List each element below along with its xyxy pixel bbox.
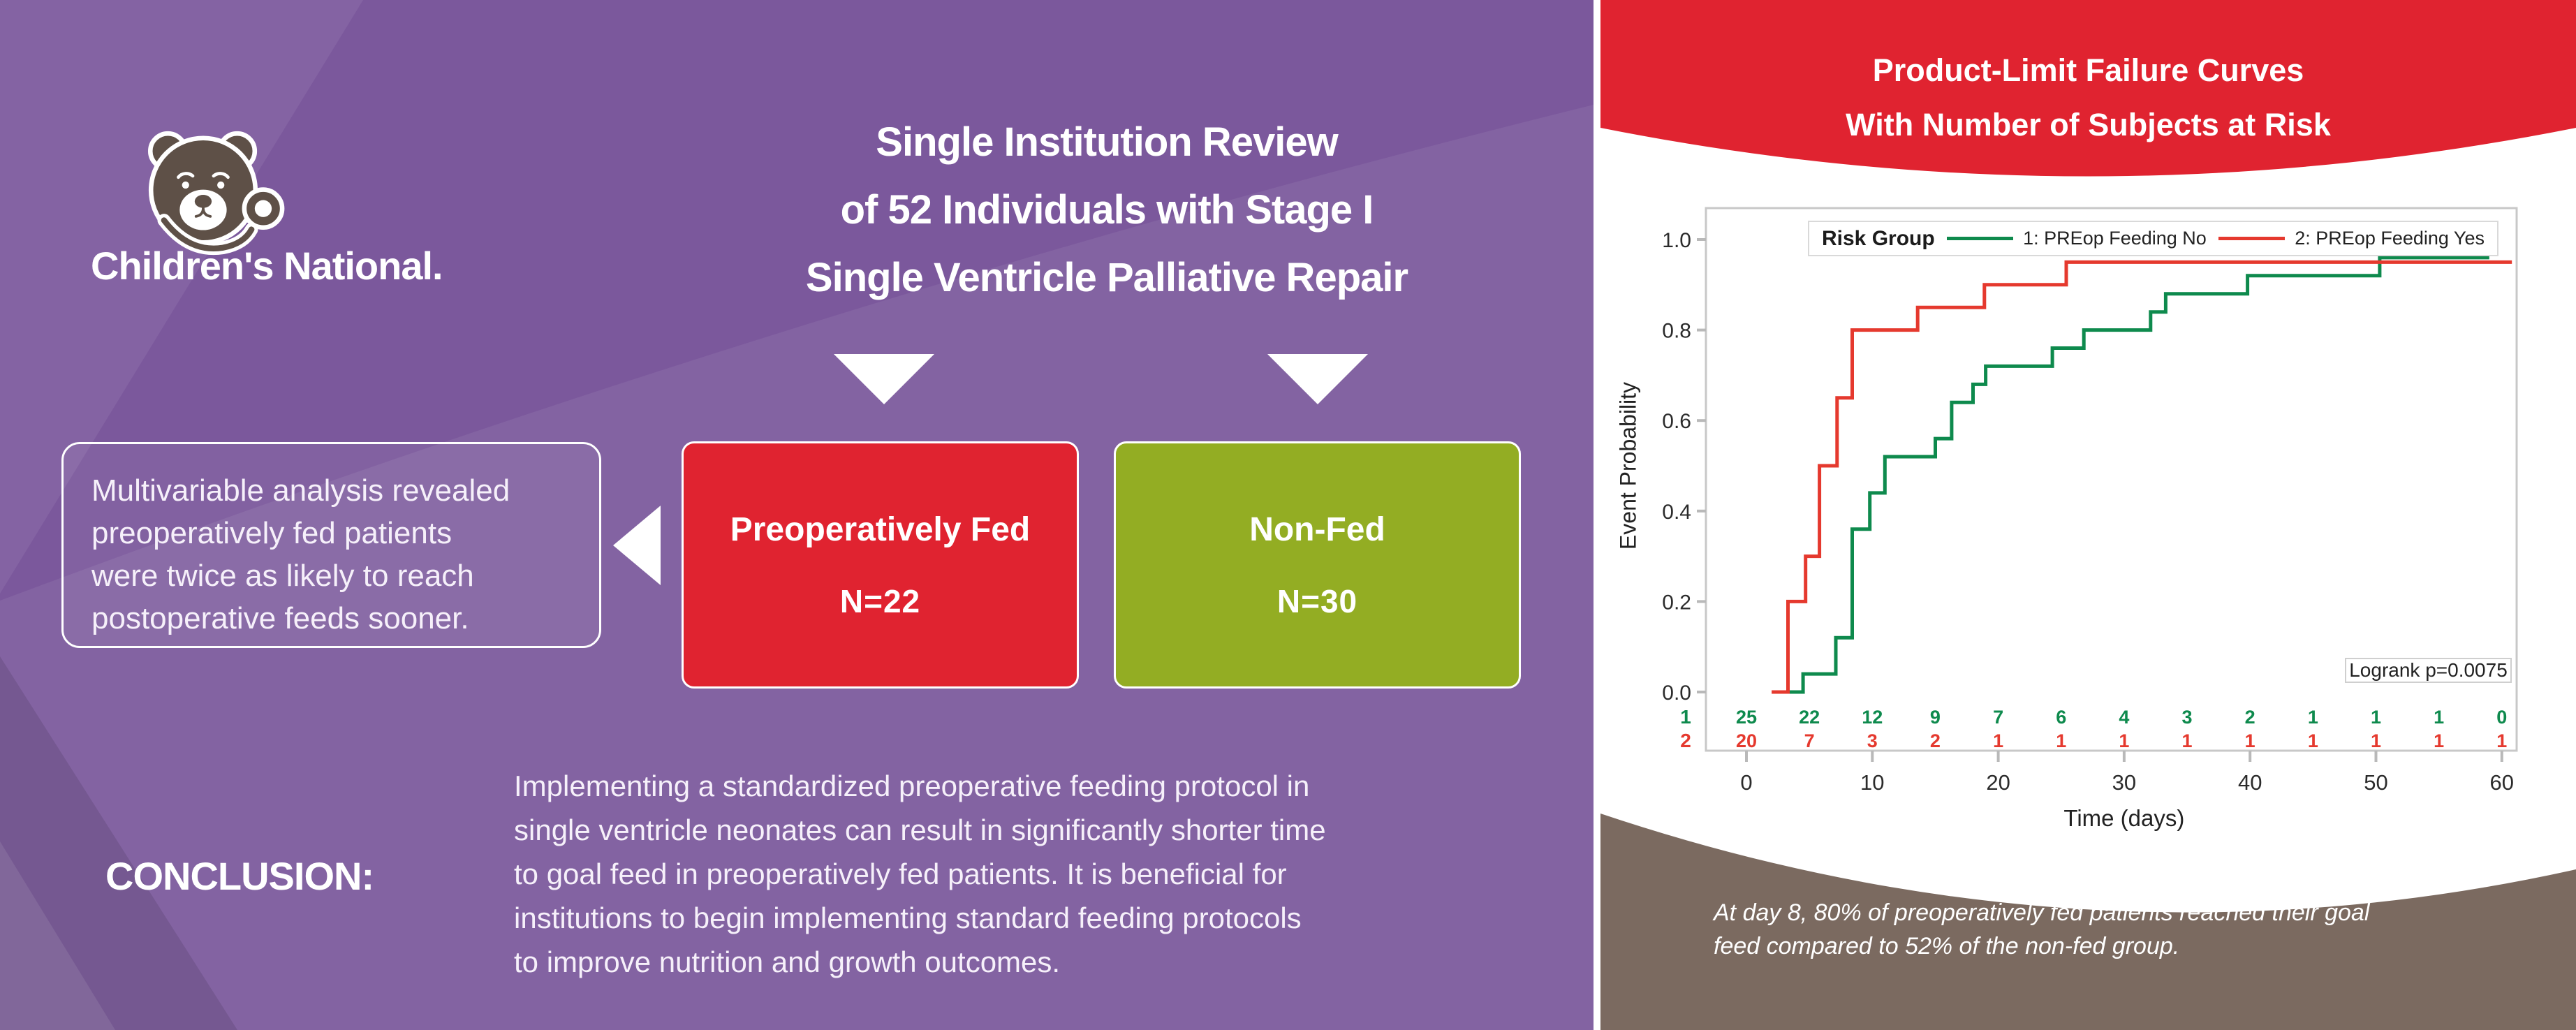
y-tick-label: 0.6 <box>1662 410 1691 433</box>
conclusion-line: to improve nutrition and growth outcomes… <box>514 946 1061 978</box>
at-risk-value: 9 <box>1930 707 1941 728</box>
chart-title-line: Product-Limit Failure Curves <box>1872 52 2304 88</box>
at-risk-value: 7 <box>1804 730 1815 751</box>
arrow-down-icon <box>1267 354 1368 404</box>
legend-label: 2: PREop Feeding Yes <box>2295 228 2485 249</box>
left-panel: Children's National. Single Institution … <box>0 0 1594 1030</box>
group-box-preoperatively-fed: Preoperatively Fed N=22 <box>682 441 1079 689</box>
legend-item-feeding-no: 1: PREop Feeding No <box>1947 228 2207 249</box>
failure-curve <box>1789 256 2489 694</box>
x-axis-label: Time (days) <box>2063 805 2184 831</box>
finding-line: were twice as likely to reach <box>91 559 474 593</box>
at-risk-value: 7 <box>1993 707 2003 728</box>
arrow-down-icon <box>834 354 934 404</box>
at-risk-value: 1 <box>2434 707 2444 728</box>
x-tick-label: 10 <box>1860 770 1884 795</box>
x-tick-label: 20 <box>1986 770 2010 795</box>
conclusion-line: institutions to begin implementing stand… <box>514 902 1302 934</box>
conclusion-line: single ventricle neonates can result in … <box>514 814 1326 846</box>
at-risk-value: 1 <box>2371 707 2381 728</box>
arrow-left-icon <box>613 506 661 585</box>
at-risk-value: 3 <box>2182 707 2193 728</box>
at-risk-row-label: 1 <box>1680 706 1691 728</box>
x-tick-label: 50 <box>2364 770 2387 795</box>
at-risk-value: 2 <box>1930 730 1941 751</box>
at-risk-value: 25 <box>1736 707 1757 728</box>
conclusion-line: to goal feed in preoperatively fed patie… <box>514 858 1287 890</box>
brand-wordmark: Children's National. <box>91 244 443 288</box>
x-tick-label: 60 <box>2490 770 2514 795</box>
title-line: of 52 Individuals with Stage I <box>840 187 1374 233</box>
at-risk-value: 20 <box>1736 730 1757 751</box>
logrank-annotation: Logrank p=0.0075 <box>2345 658 2512 683</box>
at-risk-value: 1 <box>2308 707 2318 728</box>
x-tick-label: 0 <box>1740 770 1752 795</box>
finding-line: postoperative feeds sooner. <box>91 601 469 635</box>
footer-line: feed compared to 52% of the non-fed grou… <box>1714 933 2180 959</box>
failure-curve <box>1772 260 2512 694</box>
at-risk-value: 1 <box>2371 730 2381 751</box>
conclusion-line: Implementing a standardized preoperative… <box>514 770 1310 802</box>
red-line-swatch-icon <box>2218 237 2286 240</box>
at-risk-row-label: 2 <box>1680 730 1691 751</box>
y-tick-label: 1.0 <box>1662 229 1691 252</box>
y-tick-label: 0.2 <box>1662 591 1691 614</box>
conclusion-text: Implementing a standardized preoperative… <box>514 764 1326 984</box>
at-risk-value: 12 <box>1862 707 1883 728</box>
at-risk-value: 1 <box>2308 730 2318 751</box>
group-box-non-fed: Non-Fed N=30 <box>1114 441 1521 689</box>
legend-title: Risk Group <box>1822 226 1935 250</box>
group-label: Non-Fed <box>1249 510 1385 548</box>
right-panel: Product-Limit Failure Curves With Number… <box>1600 0 2576 1030</box>
chart-title: Product-Limit Failure Curves With Number… <box>1600 43 2576 152</box>
y-tick-label: 0.0 <box>1662 682 1691 705</box>
title-line: Single Institution Review <box>876 119 1338 165</box>
finding-line: preoperatively fed patients <box>91 516 452 550</box>
at-risk-value: 0 <box>2496 707 2507 728</box>
panel-divider <box>1594 0 1600 1030</box>
finding-text: Multivariable analysis revealed preopera… <box>91 469 510 640</box>
x-tick-label: 40 <box>2238 770 2262 795</box>
childrens-national-logo: Children's National. <box>84 56 545 293</box>
group-label: Preoperatively Fed <box>730 510 1031 548</box>
at-risk-value: 1 <box>2119 730 2129 751</box>
finding-box: Multivariable analysis revealed preopera… <box>61 442 601 648</box>
at-risk-value: 1 <box>2434 730 2444 751</box>
at-risk-value: 2 <box>2245 707 2255 728</box>
page-title: Single Institution Review of 52 Individu… <box>688 108 1526 311</box>
chart-title-line: With Number of Subjects at Risk <box>1846 107 2331 142</box>
finding-line: Multivariable analysis revealed <box>91 473 510 508</box>
group-n-count: N=22 <box>839 582 921 619</box>
chart-legend: Risk Group 1: PREop Feeding No 2: PREop … <box>1808 221 2498 256</box>
legend-item-feeding-yes: 2: PREop Feeding Yes <box>2218 228 2485 249</box>
x-tick-label: 30 <box>2112 770 2136 795</box>
bear-stethoscope-icon <box>147 131 285 256</box>
at-risk-value: 3 <box>1867 730 1878 751</box>
y-tick-label: 0.4 <box>1662 501 1691 524</box>
group-n-count: N=30 <box>1276 582 1358 619</box>
at-risk-value: 22 <box>1799 707 1820 728</box>
title-line: Single Ventricle Palliative Repair <box>805 255 1408 300</box>
at-risk-value: 1 <box>2245 730 2255 751</box>
y-tick-label: 0.8 <box>1662 320 1691 343</box>
y-axis-label: Event Probability <box>1615 381 1641 550</box>
at-risk-value: 1 <box>1993 730 2003 751</box>
at-risk-value: 6 <box>2056 707 2066 728</box>
at-risk-value: 1 <box>2496 730 2507 751</box>
at-risk-value: 1 <box>2182 730 2193 751</box>
at-risk-value: 1 <box>2056 730 2066 751</box>
legend-label: 1: PREop Feeding No <box>2023 228 2207 249</box>
conclusion-label: CONCLUSION: <box>105 854 374 898</box>
footer-takeaway-text: At day 8, 80% of preoperatively fed pati… <box>1714 896 2369 963</box>
green-line-swatch-icon <box>1947 237 2014 240</box>
footer-line: At day 8, 80% of preoperatively fed pati… <box>1714 899 2370 926</box>
at-risk-value: 4 <box>2119 707 2129 728</box>
